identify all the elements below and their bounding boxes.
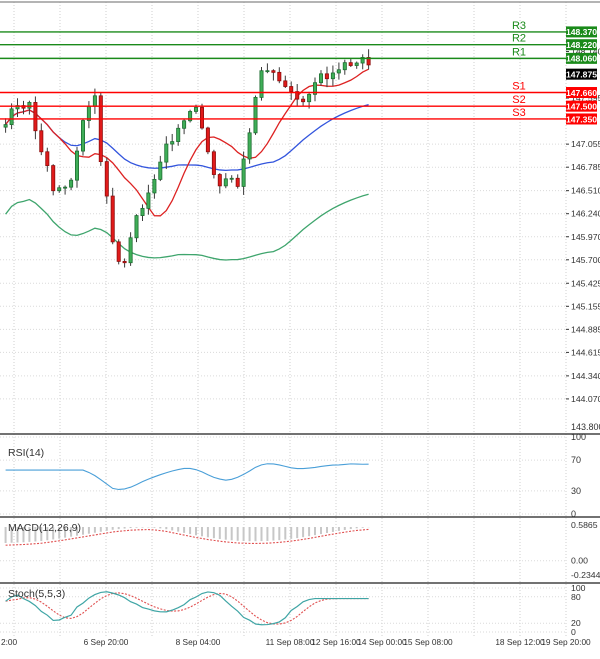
svg-text:147.660: 147.660 <box>566 88 597 98</box>
svg-text:11 Sep 08:00: 11 Sep 08:00 <box>266 637 315 647</box>
svg-text:146.785: 146.785 <box>571 162 600 172</box>
svg-text:0: 0 <box>571 627 576 637</box>
svg-text:6 Sep 20:00: 6 Sep 20:00 <box>84 637 129 647</box>
svg-text:S3: S3 <box>512 107 525 119</box>
svg-text:147.500: 147.500 <box>566 101 597 111</box>
svg-text:12 Sep 16:00: 12 Sep 16:00 <box>311 637 361 647</box>
svg-text:145.155: 145.155 <box>571 301 600 311</box>
svg-text:R1: R1 <box>512 46 526 58</box>
svg-text:147.055: 147.055 <box>571 139 600 149</box>
svg-text:144.340: 144.340 <box>571 371 600 381</box>
svg-text:S2: S2 <box>512 94 525 106</box>
svg-text:70: 70 <box>571 455 581 465</box>
svg-text:MACD(12,26,9): MACD(12,26,9) <box>8 522 81 534</box>
svg-text:145.970: 145.970 <box>571 232 600 242</box>
svg-text:8 Sep 04:00: 8 Sep 04:00 <box>176 637 221 647</box>
svg-text:144.615: 144.615 <box>571 347 600 357</box>
svg-text:19 Sep 20:00: 19 Sep 20:00 <box>541 637 591 647</box>
svg-text:S1: S1 <box>512 81 525 93</box>
svg-text:14 Sep 00:00: 14 Sep 00:00 <box>357 637 407 647</box>
svg-text:18 Sep 12:00: 18 Sep 12:00 <box>495 637 545 647</box>
svg-text:148.370: 148.370 <box>566 27 597 37</box>
svg-text:Stoch(5,5,3): Stoch(5,5,3) <box>8 588 65 600</box>
svg-text:146.510: 146.510 <box>571 186 600 196</box>
svg-text:100: 100 <box>571 432 586 442</box>
svg-text:0.5865: 0.5865 <box>571 520 598 530</box>
svg-text:0.00: 0.00 <box>571 556 588 566</box>
svg-text:148.060: 148.060 <box>566 54 597 64</box>
svg-text:RSI(14): RSI(14) <box>8 447 44 459</box>
svg-text:80: 80 <box>571 592 581 602</box>
svg-text:145.425: 145.425 <box>571 278 600 288</box>
svg-text:143.800: 143.800 <box>571 422 600 432</box>
svg-text:144.070: 144.070 <box>571 394 600 404</box>
svg-text:R2: R2 <box>512 33 526 45</box>
svg-text:144.885: 144.885 <box>571 324 600 334</box>
svg-text:148.220: 148.220 <box>566 40 597 50</box>
svg-text:R3: R3 <box>512 20 526 32</box>
svg-text:2:00: 2:00 <box>1 637 18 647</box>
svg-text:-0.2344: -0.2344 <box>571 570 600 580</box>
svg-text:146.240: 146.240 <box>571 209 600 219</box>
svg-text:30: 30 <box>571 486 581 496</box>
svg-text:0: 0 <box>571 509 576 519</box>
svg-text:147.350: 147.350 <box>566 114 597 124</box>
svg-text:15 Sep 08:00: 15 Sep 08:00 <box>403 637 453 647</box>
svg-text:147.875: 147.875 <box>566 69 597 79</box>
svg-text:145.700: 145.700 <box>571 255 600 265</box>
